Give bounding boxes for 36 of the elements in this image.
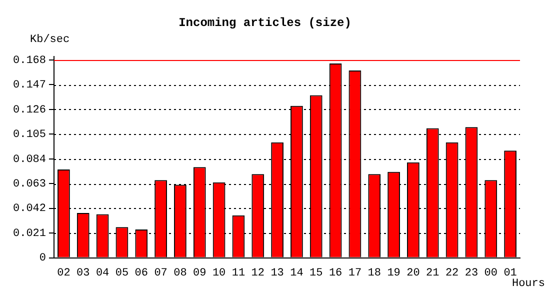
x-tick-label: 11 [232, 267, 246, 280]
y-tick-label: 0.084 [12, 154, 46, 166]
y-tick-label: 0.168 [12, 54, 46, 67]
y-tick-label: 0.042 [12, 203, 46, 216]
x-tick-label: 00 [484, 267, 498, 280]
x-tick-label: 13 [270, 267, 284, 280]
x-tick-label: 05 [115, 267, 129, 280]
x-tick-label: 22 [445, 267, 459, 280]
x-tick-label: 12 [251, 267, 264, 280]
x-tick-label: 20 [406, 267, 420, 280]
y-tick-label: 0.147 [12, 80, 46, 92]
x-tick-label: 03 [76, 267, 90, 280]
y-tick-label: 0 [39, 252, 46, 265]
x-axis-title: Hours [512, 278, 545, 290]
x-tick-label: 06 [134, 267, 148, 280]
x-tick-label: 21 [426, 267, 440, 280]
x-tick-label: 14 [290, 267, 304, 280]
y-tick-label: 0.063 [12, 178, 46, 191]
chart-title: Incoming articles (size) [178, 16, 352, 30]
y-tick-label: 0.021 [12, 228, 46, 240]
x-tick-label: 07 [154, 267, 168, 280]
x-tick-label: 04 [96, 267, 110, 280]
x-tick-label: 16 [328, 267, 342, 280]
y-tick-label: 0.126 [12, 104, 46, 116]
x-tick-label: 19 [387, 267, 400, 280]
y-tick-label: 0.105 [12, 129, 46, 142]
x-tick-label: 08 [174, 267, 187, 280]
x-tick-label: 02 [57, 267, 70, 280]
x-tick-label: 17 [348, 267, 362, 280]
x-tick-label: 23 [464, 267, 478, 280]
x-tick-label: 18 [368, 267, 381, 280]
x-tick-label: 15 [310, 267, 323, 280]
x-tick-label: 09 [193, 267, 206, 280]
x-tick-label: 01 [504, 267, 518, 280]
y-axis-title: Kb/sec [30, 34, 70, 46]
x-tick-label: 10 [212, 267, 226, 280]
